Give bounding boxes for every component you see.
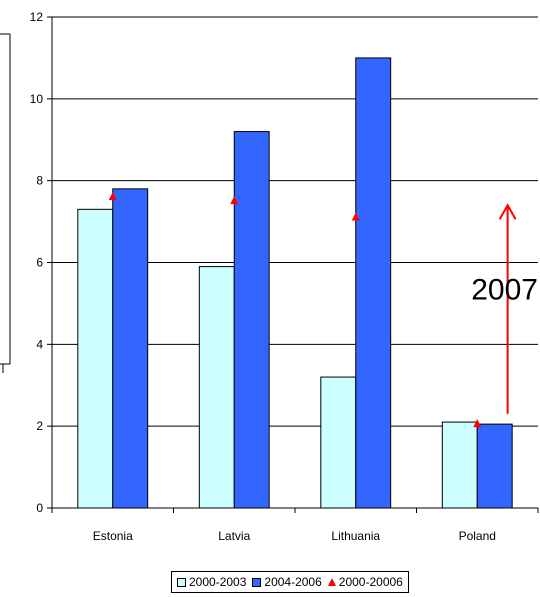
legend-item-2000-2003: 2000-2003 bbox=[177, 575, 246, 589]
marker-lithuania bbox=[351, 212, 360, 221]
x-label-poland: Poland bbox=[459, 529, 496, 543]
legend: 2000-2003 2004-2006 2000-20006 bbox=[171, 571, 409, 593]
y-tick-label-2: 2 bbox=[36, 419, 43, 433]
arrow-head bbox=[498, 203, 517, 220]
bar-latvia-2004-2006 bbox=[233, 131, 270, 509]
bar-estonia-2000-2003 bbox=[77, 208, 114, 509]
legend-swatch-icon bbox=[177, 577, 186, 587]
legend-item-2000-20006: 2000-20006 bbox=[327, 575, 403, 589]
bar-poland-2004-2006 bbox=[476, 423, 513, 509]
marker-poland bbox=[473, 419, 482, 428]
bar-estonia-2004-2006 bbox=[112, 188, 149, 509]
marker-latvia bbox=[230, 196, 239, 205]
y-tick-label-8: 8 bbox=[36, 174, 43, 188]
annotation: 2007 bbox=[471, 203, 538, 414]
x-label-lithuania: Lithuania bbox=[331, 529, 380, 543]
y-tick-label-4: 4 bbox=[36, 337, 43, 351]
x-tick-labels: Estonia Latvia Lithuania Poland bbox=[93, 529, 496, 543]
x-label-latvia: Latvia bbox=[218, 529, 250, 543]
bar-poland-2000-2003 bbox=[441, 421, 478, 509]
x-label-estonia: Estonia bbox=[93, 529, 133, 543]
bar-lithuania-2004-2006 bbox=[355, 57, 392, 509]
y-tick-label-0: 0 bbox=[36, 501, 43, 515]
y-tick-label-10: 10 bbox=[30, 92, 44, 106]
legend-swatch-icon bbox=[252, 577, 262, 587]
marker-estonia bbox=[108, 192, 117, 201]
left-partial-panel bbox=[0, 33, 11, 373]
legend-label: 2000-2003 bbox=[189, 575, 247, 589]
legend-label: 2004-2006 bbox=[264, 575, 322, 589]
y-tick-label-6: 6 bbox=[36, 256, 43, 270]
legend-label: 2000-20006 bbox=[338, 575, 403, 589]
annotation-label: 2007 bbox=[471, 273, 538, 306]
markers bbox=[108, 192, 482, 428]
bar-latvia-2000-2003 bbox=[198, 266, 235, 509]
y-tick-label-12: 12 bbox=[30, 10, 44, 24]
legend-item-2004-2006: 2004-2006 bbox=[252, 575, 322, 589]
legend-marker-icon bbox=[327, 578, 336, 586]
bar-lithuania-2000-2003 bbox=[320, 376, 357, 509]
bars bbox=[77, 57, 513, 509]
y-tick-labels: 0 2 4 6 8 10 12 bbox=[30, 10, 44, 515]
